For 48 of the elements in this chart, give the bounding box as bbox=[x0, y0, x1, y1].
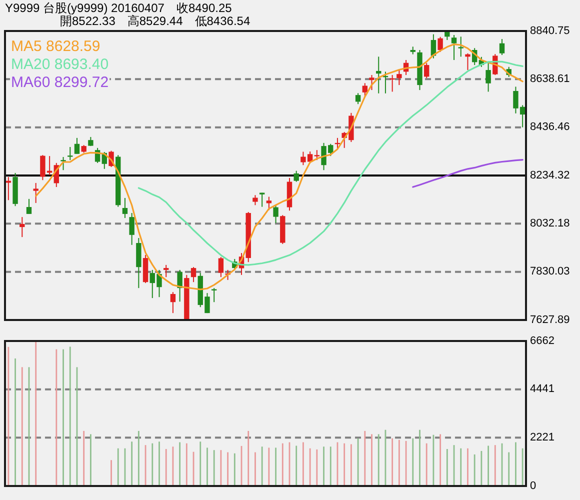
candlestick bbox=[68, 146, 73, 161]
candlestick bbox=[122, 197, 128, 218]
candlestick bbox=[294, 170, 299, 182]
y-tick-label: 8840.75 bbox=[530, 24, 570, 37]
text: MA20 8693.40 bbox=[11, 56, 109, 73]
y-tick-label: 0 bbox=[530, 480, 536, 492]
text: MA60 8299.72 bbox=[11, 74, 109, 91]
candlestick bbox=[266, 196, 272, 211]
candlestick bbox=[362, 82, 368, 98]
y-tick-label: 8638.61 bbox=[530, 73, 570, 86]
candlestick bbox=[424, 62, 430, 79]
candlestick bbox=[376, 56, 382, 94]
y-tick-label: 8234.32 bbox=[530, 169, 570, 182]
candlestick bbox=[355, 92, 361, 105]
candlestick bbox=[438, 36, 443, 52]
candlestick bbox=[74, 137, 80, 154]
candlestick bbox=[164, 264, 169, 278]
candlestick bbox=[60, 156, 66, 171]
candlestick bbox=[314, 150, 320, 161]
y-tick-label: 8032.18 bbox=[530, 218, 570, 230]
y-tick-label: 2221 bbox=[530, 432, 554, 444]
candlestick bbox=[26, 198, 32, 214]
candlestick bbox=[177, 269, 182, 302]
candlestick bbox=[499, 38, 505, 56]
y-tick-label: 6662 bbox=[530, 334, 554, 347]
y-tick-label: 4441 bbox=[530, 383, 554, 396]
candlestick bbox=[369, 74, 374, 91]
y-tick-label: 8436.46 bbox=[530, 121, 570, 134]
candlestick bbox=[190, 266, 196, 283]
line-series bbox=[412, 159, 524, 188]
candlestick bbox=[259, 192, 265, 208]
candlestick bbox=[33, 182, 38, 204]
candlestick bbox=[170, 292, 176, 314]
chart-title: Y9999 台股(y9999) 20160407 收8490.25 bbox=[5, 1, 232, 15]
candlestick bbox=[396, 70, 402, 86]
candlestick bbox=[273, 204, 278, 224]
text: MA5 8628.59 bbox=[11, 38, 100, 55]
y-tick-label: 7830.03 bbox=[530, 266, 570, 278]
candlestick bbox=[211, 288, 217, 303]
chart-subtitle: 開8522.33 高8529.44 低8436.54 bbox=[60, 14, 250, 28]
candlestick bbox=[218, 256, 224, 278]
candlestick bbox=[486, 61, 491, 92]
candlestick bbox=[20, 216, 25, 238]
candlestick bbox=[129, 212, 134, 246]
candlestick bbox=[451, 34, 457, 61]
candlestick bbox=[458, 36, 464, 58]
candlestick bbox=[252, 194, 258, 206]
y-tick-label: 7627.89 bbox=[530, 314, 570, 326]
